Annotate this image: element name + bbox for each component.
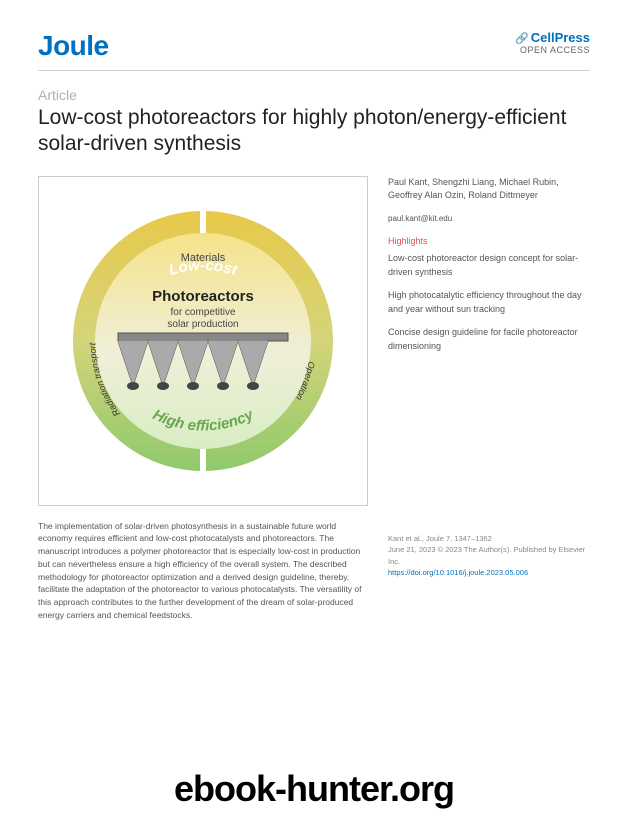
watermark-text: ebook-hunter.org bbox=[0, 768, 628, 810]
author-list: Paul Kant, Shengzhi Liang, Michael Rubin… bbox=[388, 176, 590, 203]
corresponding-email[interactable]: paul.kant@kit.edu bbox=[388, 213, 590, 225]
highlight-item: High photocatalytic efficiency throughou… bbox=[388, 289, 590, 316]
link-icon: 🔗 bbox=[515, 33, 529, 45]
svg-text:for competitive: for competitive bbox=[170, 307, 235, 318]
doi-link[interactable]: https://doi.org/10.1016/j.joule.2023.05.… bbox=[388, 567, 590, 578]
svg-text:solar production: solar production bbox=[167, 319, 238, 330]
highlight-item: Concise design guideline for facile phot… bbox=[388, 326, 590, 353]
publisher-block: 🔗CellPress OPEN ACCESS bbox=[515, 30, 590, 55]
highlights-heading: Highlights bbox=[388, 235, 590, 249]
fig-materials: Materials bbox=[181, 252, 226, 264]
citation-block: Kant et al., Joule 7, 1347–1362 June 21,… bbox=[388, 533, 590, 578]
citation-line: Kant et al., Joule 7, 1347–1362 bbox=[388, 533, 590, 544]
highlight-item: Low-cost photoreactor design concept for… bbox=[388, 252, 590, 279]
journal-logo: Joule bbox=[38, 30, 109, 62]
graphical-abstract: Low-cost High efficiency Materials Photo… bbox=[38, 176, 368, 506]
abstract-text: The implementation of solar-driven photo… bbox=[38, 520, 368, 622]
fig-center-title: Photoreactors bbox=[152, 288, 254, 305]
article-title: Low-cost photoreactors for highly photon… bbox=[38, 105, 590, 158]
page-header: Joule 🔗CellPress OPEN ACCESS bbox=[38, 30, 590, 71]
citation-line: June 21, 2023 © 2023 The Author(s). Publ… bbox=[388, 544, 590, 567]
publisher-name: CellPress bbox=[531, 30, 590, 45]
open-access-label: OPEN ACCESS bbox=[515, 45, 590, 55]
article-type: Article bbox=[38, 87, 590, 103]
